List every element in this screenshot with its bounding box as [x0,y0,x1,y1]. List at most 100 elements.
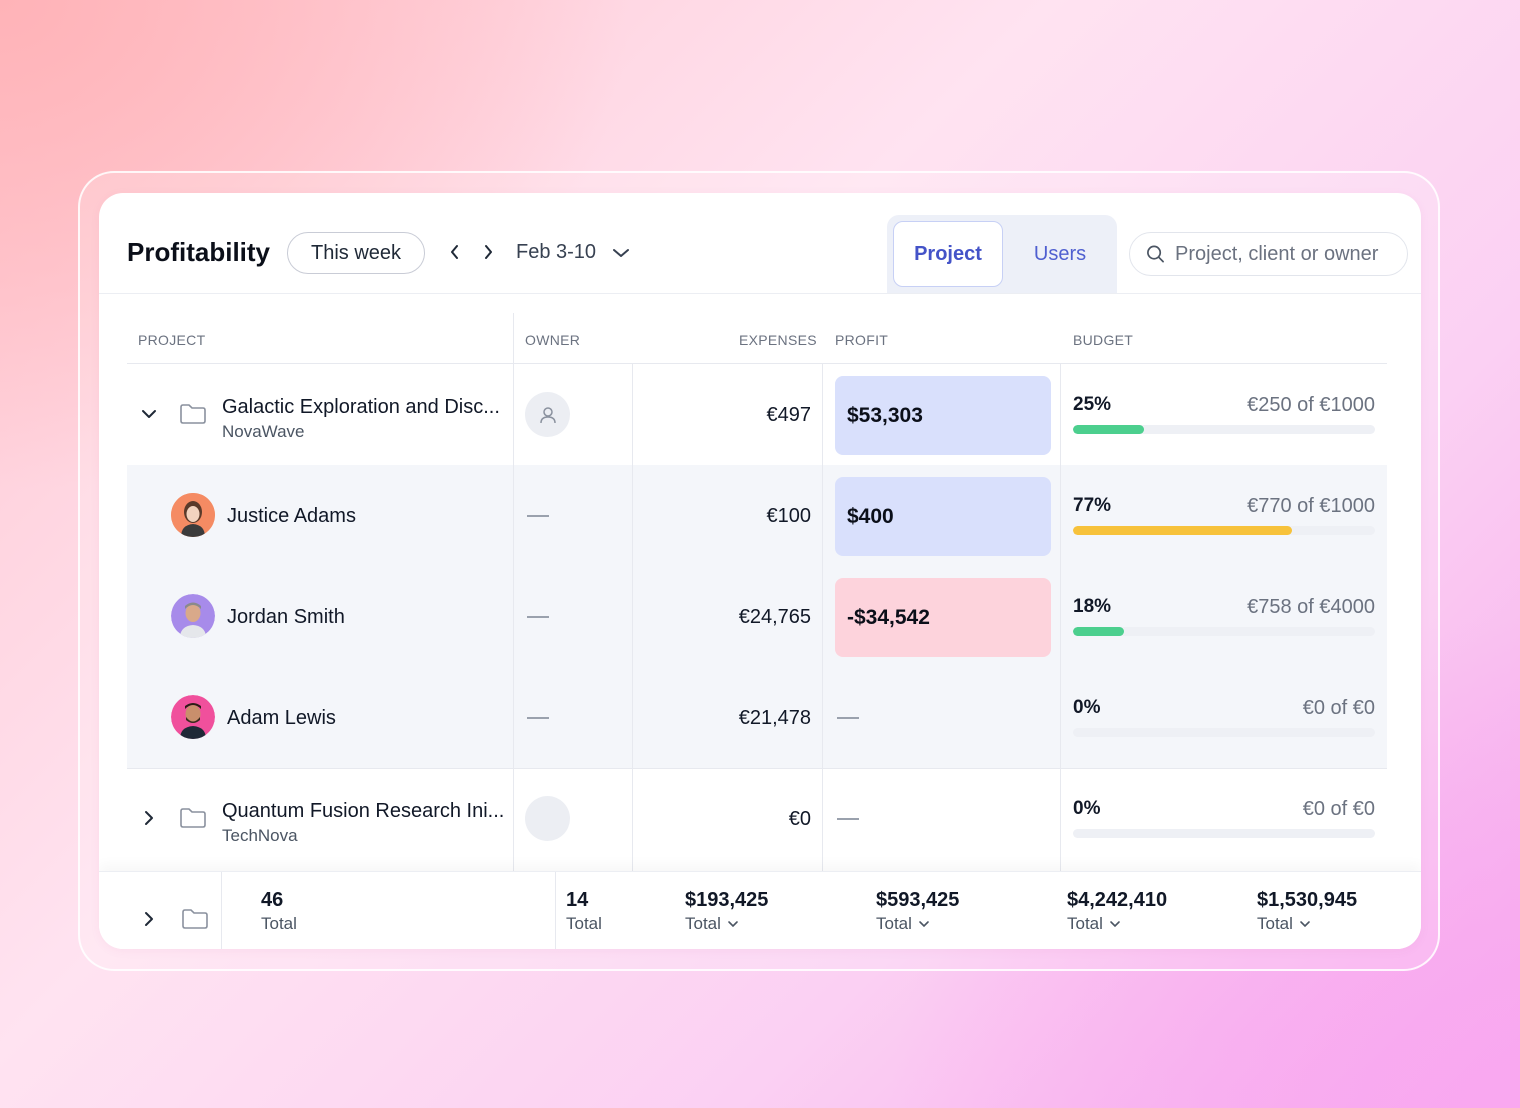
avatar [171,695,215,739]
total-extra-dropdown[interactable]: Total [1257,914,1311,934]
table-row[interactable]: Adam Lewis €21,478 0% €0 of €0 [127,667,1387,768]
budget-percent: 77% [1073,495,1112,516]
column-divider [513,313,514,871]
expenses-value: €0 [788,808,811,830]
budget-bar-fill [1073,627,1125,636]
client-name: TechNova [222,826,298,845]
budget-bar [1073,526,1375,535]
total-label: Total [876,914,912,933]
search-box [1129,232,1408,276]
chevron-down-icon [142,410,156,418]
owner-empty [527,515,549,517]
profit-value: $400 [835,477,1051,556]
tab-users[interactable]: Users [1033,242,1087,265]
total-profit-dropdown[interactable]: Total [876,914,930,934]
chevron-left-icon [451,245,458,259]
expenses-value: €21,478 [738,707,811,729]
budget-amount: €758 of €4000 [1247,596,1375,618]
table-row[interactable]: Justice Adams €100 $400 77% €770 of €100… [127,465,1387,566]
profit-empty [837,818,859,820]
budget-percent: 18% [1073,596,1112,617]
column-divider [822,364,823,871]
profit-value: $53,303 [835,376,1051,455]
total-extra-value: $1,530,945 [1257,889,1358,911]
user-icon [539,406,556,423]
profit-empty [837,717,859,719]
total-owners-label: Total [566,914,602,934]
chevron-right-icon [485,245,492,259]
budget-percent: 0% [1073,798,1101,819]
user-name[interactable]: Jordan Smith [227,606,345,628]
column-divider [221,872,222,949]
budget-bar-fill [1073,425,1144,434]
owner-avatar-placeholder[interactable] [525,392,570,437]
date-range-label[interactable]: Feb 3-10 [516,241,597,263]
profitability-card: Profitability This week Feb 3-10 Project… [99,193,1421,949]
view-toggle: Project Users [887,215,1117,293]
table-row[interactable]: Quantum Fusion Research Ini... TechNova … [127,768,1387,869]
search-input[interactable] [1173,241,1407,267]
budget-amount: €0 of €0 [1302,697,1375,719]
owner-avatar-placeholder[interactable] [525,796,570,841]
total-budget-dropdown[interactable]: Total [1067,914,1121,934]
row-divider [127,768,1387,769]
avatar [171,594,215,638]
total-label: Total [566,914,602,933]
column-header-project[interactable]: PROJECT [138,332,206,348]
user-name[interactable]: Justice Adams [227,505,356,527]
budget-amount: €0 of €0 [1302,798,1375,820]
budget-amount: €250 of €1000 [1247,394,1375,416]
period-button[interactable]: This week [287,232,425,274]
table-row[interactable]: Jordan Smith €24,765 -$34,542 18% €758 o… [127,566,1387,667]
header-divider [127,363,1387,364]
budget-percent: 0% [1073,697,1101,718]
page-title: Profitability [127,237,271,267]
total-label: Total [261,914,297,933]
chevron-down-icon [613,249,629,257]
total-owners-value: 14 [566,889,589,911]
total-label: Total [1067,914,1103,933]
chevron-down-icon [919,921,929,928]
prev-period-button[interactable] [442,239,468,265]
total-expenses-dropdown[interactable]: Total [685,914,739,934]
column-header-expenses[interactable]: EXPENSES [739,332,817,348]
user-name[interactable]: Adam Lewis [227,707,336,729]
chevron-down-icon [728,921,738,928]
expand-button[interactable] [139,808,159,828]
chevron-down-icon [1300,921,1310,928]
avatar [171,493,215,537]
client-name: NovaWave [222,422,305,441]
total-budget-value: $4,242,410 [1067,889,1168,911]
column-header-budget[interactable]: BUDGET [1073,332,1134,348]
project-name[interactable]: Quantum Fusion Research Ini... [222,800,505,822]
expenses-value: €497 [766,404,812,426]
owner-empty [527,717,549,719]
column-divider [555,872,556,949]
expenses-value: €24,765 [738,606,811,628]
budget-amount: €770 of €1000 [1247,495,1375,517]
search-icon [1147,245,1164,263]
table-row[interactable]: Galactic Exploration and Disc... NovaWav… [127,364,1387,465]
tab-project[interactable]: Project [893,221,1003,287]
totals-footer: 46 Total 14 Total $193,425 Total $593,42… [99,871,1421,949]
project-name[interactable]: Galactic Exploration and Disc... [222,396,500,418]
header: Profitability This week Feb 3-10 Project… [99,193,1421,294]
expenses-value: €100 [766,505,812,527]
next-period-button[interactable] [475,239,501,265]
folder-icon [180,808,206,828]
budget-percent: 25% [1073,394,1112,415]
budget-bar [1073,728,1375,737]
total-projects-label: Total [261,914,297,934]
column-divider [1060,364,1061,871]
folder-icon [182,909,208,929]
total-profit-value: $593,425 [876,889,960,911]
date-range-dropdown[interactable] [609,241,633,265]
folder-icon [180,404,206,424]
expand-button[interactable] [139,909,159,929]
column-divider [632,364,633,871]
collapse-button[interactable] [139,404,159,424]
column-header-profit[interactable]: PROFIT [835,332,889,348]
column-header-owner[interactable]: OWNER [525,332,581,348]
chevron-down-icon [1110,921,1120,928]
budget-bar [1073,627,1375,636]
